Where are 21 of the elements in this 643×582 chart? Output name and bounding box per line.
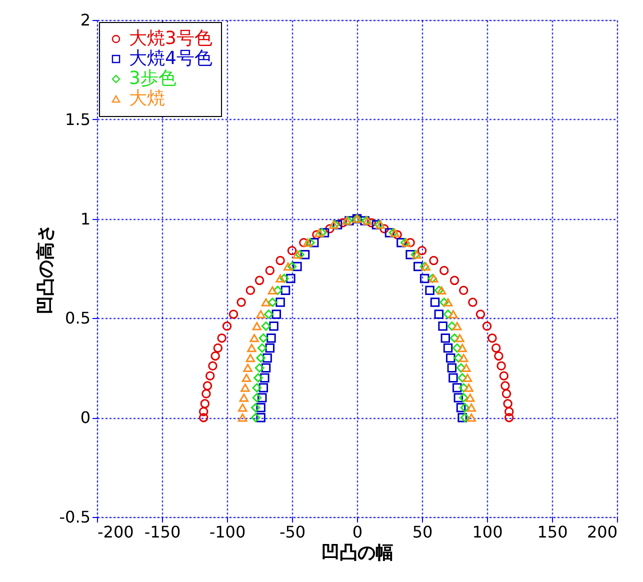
legend-label: 3歩色 (129, 68, 176, 89)
y-tick-label: 1 (80, 209, 90, 228)
y-axis-title: 凹凸の高さ (35, 224, 56, 314)
y-tick-label: 0 (80, 408, 90, 428)
y-tick-label: 1.5 (65, 110, 90, 129)
x-tick-label: -150 (144, 522, 181, 542)
x-tick-label: 0 (352, 522, 363, 542)
x-tick-label: 50 (412, 522, 433, 542)
y-tick-label: 2 (80, 10, 90, 30)
y-tick-label: 0.5 (65, 308, 90, 328)
x-tick-label: -200 (98, 522, 134, 542)
y-tick-label: -0.5 (59, 508, 90, 526)
legend-label: 大焼4号色 (129, 48, 212, 69)
x-tick-label: 150 (537, 522, 568, 542)
x-tick-label: 200 (586, 522, 618, 542)
x-axis-title: 凹凸の幅 (322, 542, 394, 564)
legend-label: 大焼 (129, 88, 165, 109)
legend-label: 大焼3号色 (129, 28, 212, 49)
x-tick-label: 100 (472, 522, 503, 542)
x-tick-label: -100 (209, 522, 246, 542)
x-tick-label: -50 (279, 522, 306, 542)
